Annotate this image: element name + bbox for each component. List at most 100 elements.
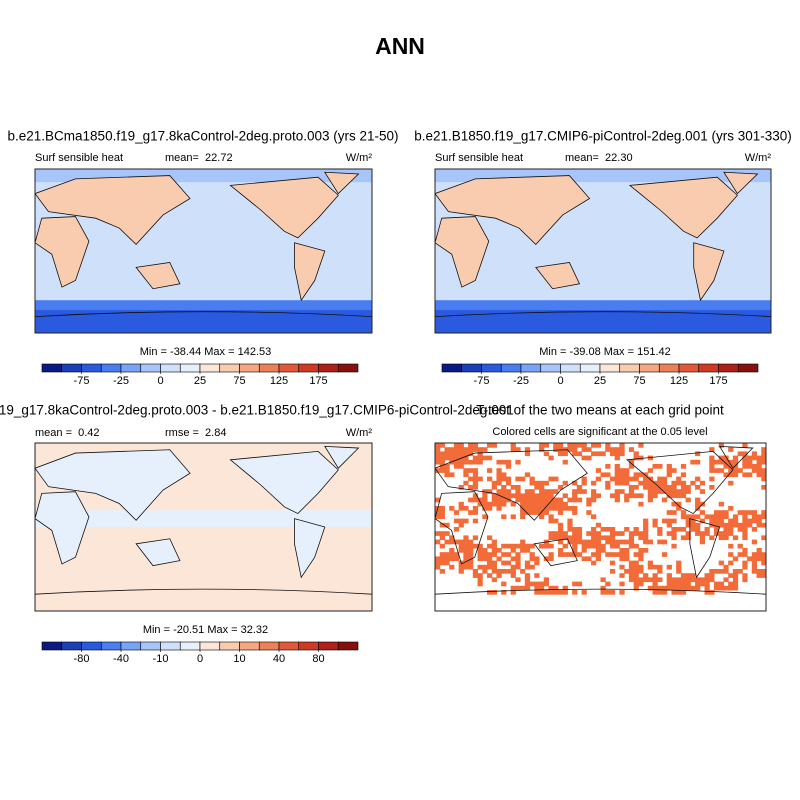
sig-cell xyxy=(472,493,479,499)
sig-cell xyxy=(472,535,479,541)
sig-cell xyxy=(685,522,691,528)
sig-cell xyxy=(482,489,488,494)
sig-cell xyxy=(553,447,559,452)
sig-cell xyxy=(562,501,568,507)
sig-cell xyxy=(643,535,649,541)
panel-units: W/m² xyxy=(346,427,373,439)
colorbar-tick-label: 25 xyxy=(194,375,206,387)
colorbar-box xyxy=(619,363,640,373)
panel-title: b.e21.BCma1850.f19_g17.8kaControl-2deg.p… xyxy=(8,129,399,144)
colorbar-box xyxy=(61,641,82,651)
sig-cell xyxy=(496,569,502,574)
sig-cell xyxy=(756,464,762,469)
sig-cell xyxy=(586,455,592,461)
sig-cell xyxy=(435,455,441,461)
sig-cell xyxy=(472,480,479,486)
sig-cell xyxy=(747,556,753,562)
sig-cell xyxy=(449,552,455,557)
sig-cell xyxy=(685,514,691,520)
sig-cell xyxy=(628,493,635,499)
sig-cell xyxy=(524,573,531,578)
sig-cell xyxy=(713,581,720,587)
sig-cell xyxy=(676,585,682,591)
sig-cell xyxy=(742,577,748,583)
sig-cell xyxy=(539,506,545,511)
sig-cell xyxy=(463,506,469,511)
sig-cell xyxy=(468,451,474,457)
sig-cell xyxy=(501,581,507,587)
sig-cell xyxy=(482,506,488,511)
sig-cell xyxy=(761,522,766,528)
sig-cell xyxy=(657,527,663,532)
sig-cell xyxy=(685,535,691,541)
sig-cell xyxy=(562,585,568,591)
sig-cell xyxy=(520,543,526,549)
sig-cell xyxy=(524,577,531,583)
sig-cell xyxy=(605,581,611,587)
sig-cell xyxy=(491,577,497,583)
sig-cell xyxy=(557,539,564,545)
sig-cell xyxy=(567,447,573,452)
sig-cell xyxy=(751,468,758,473)
sig-cell xyxy=(477,577,483,583)
sig-cell xyxy=(676,560,682,566)
colorbar-box xyxy=(278,363,300,373)
sig-cell xyxy=(472,459,479,465)
sig-cell xyxy=(652,573,658,578)
sig-cell xyxy=(581,556,587,562)
sig-cell xyxy=(657,480,663,486)
sig-cell xyxy=(491,548,497,553)
sig-cell xyxy=(435,564,441,570)
sig-cell xyxy=(713,468,720,473)
sig-cell xyxy=(751,451,758,457)
sig-cell xyxy=(458,459,464,465)
sig-cell xyxy=(761,485,766,490)
sig-cell xyxy=(761,455,766,461)
sig-cell xyxy=(728,573,734,578)
sig-cell xyxy=(515,543,521,549)
sig-cell xyxy=(699,489,706,494)
colorbar-box xyxy=(520,363,542,373)
sig-cell xyxy=(534,585,540,591)
sig-cell xyxy=(496,506,502,511)
sig-cell xyxy=(709,573,715,578)
sig-cell xyxy=(543,480,549,486)
sig-cell xyxy=(482,548,488,553)
sig-cell xyxy=(742,535,748,541)
sig-cell xyxy=(539,489,545,494)
sig-cell xyxy=(742,514,748,520)
sig-cell xyxy=(548,518,554,524)
sig-cell xyxy=(600,548,606,553)
sig-cell xyxy=(557,451,564,457)
sig-cell xyxy=(690,573,696,578)
sig-cell xyxy=(510,501,516,507)
sig-cell xyxy=(709,464,715,469)
sig-cell xyxy=(562,506,568,511)
sig-cell xyxy=(723,564,729,570)
sig-cell xyxy=(520,569,526,574)
sig-cell xyxy=(468,564,474,570)
sig-cell xyxy=(435,560,441,566)
colorbar-tick-label: 75 xyxy=(233,375,245,387)
sig-cell xyxy=(453,447,460,452)
sig-cell xyxy=(534,510,540,515)
sig-cell xyxy=(704,585,710,591)
sig-cell xyxy=(501,569,507,574)
colorbar-box xyxy=(678,363,700,373)
sig-cell xyxy=(505,560,512,566)
sig-cell xyxy=(477,459,483,465)
sig-cell xyxy=(567,497,573,503)
sig-cell xyxy=(543,510,549,515)
sig-cell xyxy=(713,569,720,574)
panel-title: b.e21.B1850.f19_g17.CMIP6-piControl-2deg… xyxy=(414,129,792,144)
sig-cell xyxy=(638,493,644,499)
sig-cell xyxy=(647,485,654,490)
panel-title: T-test of the two means at each grid poi… xyxy=(476,403,724,418)
sig-cell xyxy=(472,573,479,578)
sig-cell xyxy=(581,455,587,461)
sig-cell xyxy=(505,543,512,549)
sig-cell xyxy=(453,539,460,545)
sig-cell xyxy=(453,518,460,524)
map-frame xyxy=(434,442,767,612)
sig-cell xyxy=(539,501,545,507)
